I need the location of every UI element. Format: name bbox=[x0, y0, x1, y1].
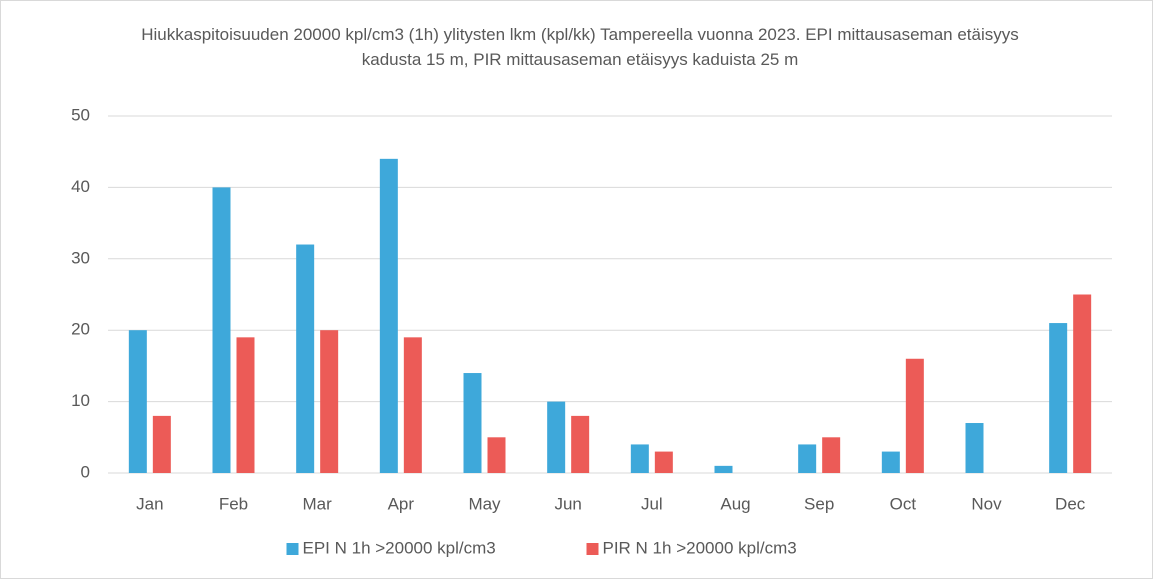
bar bbox=[403, 337, 422, 473]
bar bbox=[881, 451, 900, 473]
x-tick-label: Aug bbox=[720, 494, 750, 513]
bar bbox=[463, 373, 482, 473]
chart-title: Hiukkaspitoisuuden 20000 kpl/cm3 (1h) yl… bbox=[141, 25, 1019, 69]
bar bbox=[571, 415, 590, 473]
bar bbox=[654, 451, 673, 473]
x-tick-label: Oct bbox=[890, 494, 917, 513]
y-tick-label: 40 bbox=[71, 177, 90, 196]
x-tick-label: Mar bbox=[303, 494, 333, 513]
x-tick-label: Apr bbox=[388, 494, 415, 513]
legend-label: PIR N 1h >20000 kpl/cm3 bbox=[603, 538, 797, 557]
x-tick-label: Jul bbox=[641, 494, 663, 513]
bar bbox=[296, 244, 315, 473]
x-tick-label: Jun bbox=[554, 494, 581, 513]
x-tick-label: Nov bbox=[971, 494, 1002, 513]
x-tick-label: Sep bbox=[804, 494, 834, 513]
bar bbox=[547, 401, 566, 473]
x-tick-label: Dec bbox=[1055, 494, 1086, 513]
bar bbox=[630, 444, 649, 473]
bar bbox=[236, 337, 255, 473]
bar bbox=[320, 330, 339, 473]
y-tick-label: 50 bbox=[71, 105, 90, 124]
bar bbox=[965, 423, 984, 473]
legend-label: EPI N 1h >20000 kpl/cm3 bbox=[303, 538, 496, 557]
bar bbox=[1073, 294, 1092, 473]
bar bbox=[487, 437, 506, 473]
bar bbox=[714, 465, 733, 473]
y-tick-label: 20 bbox=[71, 320, 90, 339]
bar bbox=[1049, 323, 1068, 473]
x-tick-label: May bbox=[468, 494, 501, 513]
y-tick-label: 10 bbox=[71, 391, 90, 410]
bar bbox=[822, 437, 841, 473]
bar bbox=[128, 330, 147, 473]
y-tick-label: 0 bbox=[81, 462, 90, 481]
x-tick-label: Jan bbox=[136, 494, 163, 513]
legend-swatch bbox=[586, 543, 599, 555]
bar bbox=[212, 187, 231, 473]
bar bbox=[379, 158, 398, 473]
bar bbox=[798, 444, 817, 473]
bar bbox=[152, 415, 171, 473]
bar bbox=[905, 358, 924, 473]
x-tick-label: Feb bbox=[219, 494, 248, 513]
y-tick-label: 30 bbox=[71, 248, 90, 267]
legend-swatch bbox=[286, 543, 299, 555]
